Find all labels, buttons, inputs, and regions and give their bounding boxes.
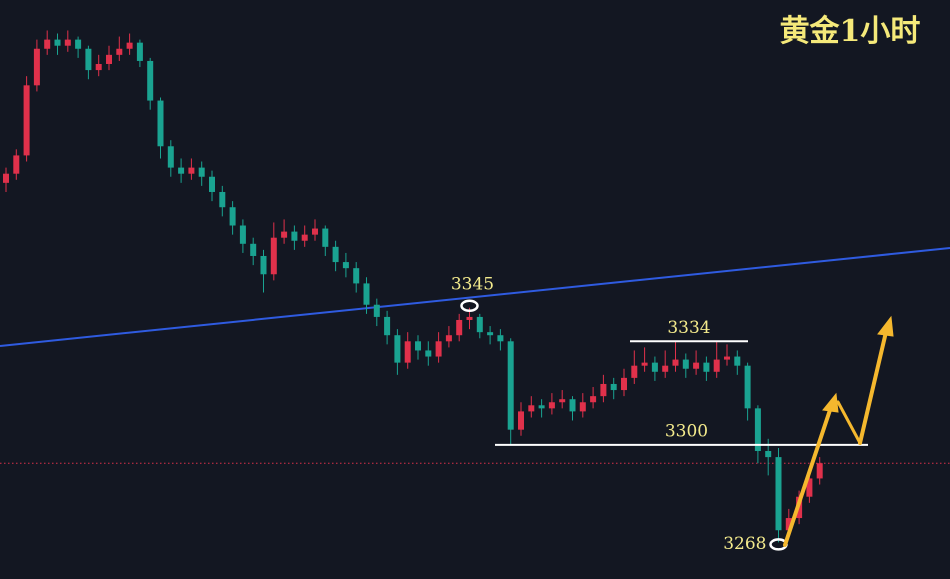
candle-body: [507, 341, 514, 430]
candle-body: [250, 243, 257, 256]
candle-body: [806, 478, 813, 497]
candle-body: [229, 207, 236, 226]
candle-body: [621, 377, 627, 391]
candle-body: [456, 319, 463, 336]
candle-body: [3, 173, 9, 183]
candle-body: [579, 402, 586, 412]
candle-body: [569, 399, 576, 412]
candle-body: [301, 234, 308, 241]
candle-body: [744, 365, 751, 409]
candle-body: [445, 335, 452, 342]
candle-body: [64, 39, 71, 46]
candle-body: [106, 54, 112, 64]
candle-body: [33, 48, 40, 86]
trend-line: [0, 247, 950, 347]
candle-body: [23, 85, 30, 156]
candle-body: [54, 39, 61, 46]
candle-body: [487, 332, 494, 336]
level-label: 3300: [665, 421, 708, 441]
arrow-up-1: [783, 408, 832, 547]
candle-body: [785, 518, 792, 531]
candle-body: [219, 191, 226, 208]
candle-body: [44, 39, 51, 49]
candle-body: [75, 39, 82, 49]
arrow-up-2: [858, 330, 888, 445]
candle-body: [384, 316, 391, 336]
candle-body: [724, 356, 730, 360]
candle-body: [600, 383, 607, 397]
candle-body: [590, 396, 597, 403]
candle-body: [775, 457, 782, 531]
candle-body: [178, 167, 185, 174]
candle-body: [13, 155, 20, 174]
candle-body: [136, 42, 143, 61]
candle-body: [85, 48, 92, 71]
arrow-head: [877, 315, 894, 337]
candle-body: [466, 316, 473, 320]
candle-body: [157, 100, 164, 147]
candle-body: [404, 341, 411, 363]
candle-body: [765, 451, 772, 458]
candle-body: [631, 365, 638, 378]
candle-body: [322, 228, 329, 247]
candle-body: [651, 362, 658, 372]
candle-body: [538, 405, 545, 409]
candle-body: [270, 237, 277, 275]
candle-body: [116, 48, 123, 55]
candle-body: [816, 463, 823, 479]
arrow-head: [822, 392, 839, 413]
candle-body: [610, 383, 617, 391]
candle-body: [672, 359, 679, 366]
chart-title: 黄金1小时: [780, 14, 921, 49]
candle-body: [332, 246, 339, 263]
candle-body: [167, 146, 174, 168]
candle-body: [476, 316, 483, 333]
candle-body: [435, 341, 442, 357]
candle-body: [353, 268, 360, 284]
candle-body: [291, 231, 298, 241]
candle-body: [147, 60, 154, 101]
candle-body: [703, 362, 710, 372]
candle-body: [713, 359, 720, 372]
candle-body: [754, 408, 761, 452]
candle-body: [682, 359, 689, 369]
candle-body: [662, 365, 669, 372]
arrow-down: [836, 400, 862, 445]
projection-arrows: [783, 315, 894, 547]
candle-body: [394, 335, 401, 363]
candle-body: [260, 255, 267, 275]
candle-body: [425, 350, 432, 357]
candle-body: [734, 356, 741, 366]
plot: 3334 3300 3345 3268: [0, 30, 950, 554]
candle-body: [281, 231, 288, 238]
candle-body: [528, 405, 535, 412]
candle-body: [209, 176, 215, 192]
candle-body: [312, 228, 318, 235]
candle-body: [518, 411, 524, 430]
candle-body: [693, 362, 700, 369]
point-label: 3345: [451, 274, 494, 294]
candle-body: [239, 225, 246, 244]
candle-body: [373, 304, 380, 317]
candle-body: [415, 341, 421, 351]
candle-body: [363, 283, 370, 305]
candle-body: [188, 167, 195, 174]
candle-body: [497, 335, 504, 342]
point-marker: [460, 299, 479, 313]
candle-body: [548, 402, 555, 409]
candle-body: [126, 42, 133, 49]
point-label: 3268: [723, 534, 766, 554]
candle-body: [559, 399, 566, 403]
candle-body: [342, 262, 349, 269]
level-label: 3334: [667, 318, 710, 338]
candle-body: [641, 362, 648, 366]
candle-body: [95, 63, 102, 71]
candle-body: [198, 167, 205, 177]
